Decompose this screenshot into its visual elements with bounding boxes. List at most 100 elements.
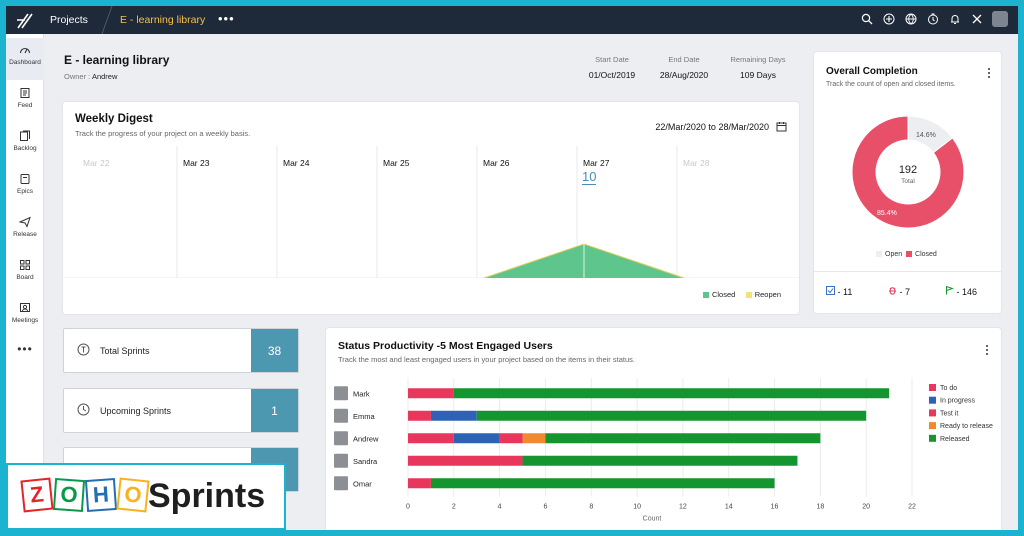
weekly-digest-title: Weekly Digest: [75, 113, 153, 125]
page-title: E - learning library: [64, 53, 170, 67]
task-icon: [826, 286, 835, 295]
kebab-menu-icon[interactable]: [987, 67, 991, 79]
bar-segment[interactable]: [408, 433, 454, 444]
breadcrumb-projects[interactable]: Projects: [50, 14, 88, 26]
footer-bugs[interactable]: - 7: [888, 286, 910, 297]
timer-icon[interactable]: [926, 12, 940, 26]
bar-segment[interactable]: [453, 388, 890, 399]
backlog-icon: [20, 130, 30, 141]
sidebar-item-label: Feed: [17, 102, 33, 109]
legend-closed-label: Closed: [711, 290, 736, 299]
bar-segment[interactable]: [522, 433, 546, 444]
sidebar-more-icon[interactable]: •••: [17, 342, 33, 356]
x-tick-label: 18: [816, 504, 824, 511]
bar-segment[interactable]: [430, 478, 775, 489]
project-owner: Owner : Andrew: [64, 72, 117, 81]
legend-reopen-label: Reopen: [754, 290, 781, 299]
sidebar-item-backlog[interactable]: Backlog: [6, 124, 44, 166]
kebab-menu-icon[interactable]: [985, 344, 989, 356]
search-icon[interactable]: [860, 12, 874, 26]
legend-reopen-swatch: [745, 292, 752, 299]
logo-letter: Z: [20, 477, 54, 513]
productivity-subtitle: Track the most and least engaged users i…: [338, 355, 635, 364]
donut-slice-closed[interactable]: [851, 115, 965, 229]
x-tick-label: 8: [589, 504, 593, 511]
day-label: Mar 23: [183, 158, 210, 168]
donut-total-value: 192: [898, 164, 918, 176]
calendar-icon[interactable]: [776, 121, 787, 132]
x-tick-label: 6: [544, 504, 548, 511]
bar-segment[interactable]: [453, 433, 500, 444]
bar-segment[interactable]: [476, 410, 867, 421]
bell-icon[interactable]: [948, 12, 962, 26]
sidebar-item-epics[interactable]: Epics: [6, 167, 44, 209]
footer-milestones[interactable]: - 146: [945, 285, 978, 297]
logo-letter: O: [52, 477, 86, 513]
sprint-icon: [77, 343, 90, 356]
total-sprints-value: 38: [251, 329, 298, 372]
day-label: Mar 27: [583, 158, 610, 168]
owner-prefix: Owner :: [64, 72, 91, 81]
breadcrumb-project-name[interactable]: E - learning library: [120, 14, 206, 26]
day-label: Mar 26: [483, 158, 510, 168]
sidebar-item-label: Backlog: [13, 145, 37, 152]
sidebar-item-dashboard[interactable]: Dashboard: [6, 38, 44, 80]
bar-segment[interactable]: [545, 433, 821, 444]
weekly-legend: Closed Reopen: [702, 290, 781, 299]
remaining-days-stat: Remaining Days 109 Days: [722, 55, 794, 80]
user-avatar: [334, 431, 348, 446]
logo-letter: O: [116, 477, 150, 513]
day-highlight-value: 10: [582, 169, 597, 185]
end-date-stat: End Date 28/Aug/2020: [654, 55, 714, 80]
sidebar-item-board[interactable]: Board: [6, 253, 44, 295]
legend-label: To do: [940, 385, 957, 392]
bar-segment[interactable]: [430, 410, 477, 421]
meetings-icon: [20, 303, 30, 312]
end-date-value: 28/Aug/2020: [659, 70, 709, 80]
user-avatar[interactable]: [992, 11, 1008, 27]
tools-icon[interactable]: [970, 12, 984, 26]
footer-milestones-value: - 146: [956, 287, 978, 297]
footer-tasks[interactable]: - 11: [826, 286, 852, 297]
x-tick-label: 2: [452, 504, 456, 511]
completion-subtitle: Track the count of open and closed items…: [826, 81, 956, 88]
x-tick-label: 22: [908, 504, 916, 511]
bar-segment[interactable]: [408, 478, 431, 489]
user-avatar: [334, 453, 348, 468]
x-axis-label: Count: [643, 516, 662, 523]
release-icon: [19, 216, 31, 228]
dashboard-icon: [19, 47, 31, 54]
bar-segment[interactable]: [408, 410, 431, 421]
footer-tasks-value: - 11: [837, 287, 853, 297]
x-tick-label: 10: [633, 504, 641, 511]
bar-segment[interactable]: [499, 433, 523, 444]
legend-swatch: [929, 422, 936, 430]
sidebar-item-feed[interactable]: Feed: [6, 81, 44, 123]
legend-closed-label: Closed: [915, 251, 937, 258]
day-label: Mar 22: [83, 158, 110, 168]
more-menu-icon[interactable]: •••: [218, 11, 235, 26]
sprints-logo-icon[interactable]: [14, 10, 36, 30]
flag-icon: [946, 285, 955, 295]
bug-icon: [889, 287, 896, 295]
user-avatar: [334, 476, 348, 491]
y-tick-label: Omar: [353, 479, 372, 488]
add-icon[interactable]: [882, 12, 896, 26]
footer-bugs-value: - 7: [899, 287, 911, 297]
brand-product-name: Sprints: [148, 477, 266, 515]
legend-swatch: [929, 409, 936, 417]
productivity-title: Status Productivity -5 Most Engaged User…: [338, 340, 553, 352]
total-sprints-label: Total Sprints: [100, 346, 150, 356]
sidebar-item-meetings[interactable]: Meetings: [6, 296, 44, 338]
bar-segment[interactable]: [408, 455, 523, 466]
y-tick-label: Andrew: [353, 434, 379, 443]
overall-completion-card: Overall Completion Track the count of op…: [814, 52, 1001, 313]
bar-segment[interactable]: [522, 455, 798, 466]
upcoming-sprints-row[interactable]: Upcoming Sprints 1: [63, 388, 299, 433]
globe-icon[interactable]: [904, 12, 918, 26]
total-sprints-row[interactable]: Total Sprints 38: [63, 328, 299, 373]
legend-label: Ready to release: [940, 423, 993, 430]
sidebar-item-release[interactable]: Release: [6, 210, 44, 252]
bar-segment[interactable]: [408, 388, 454, 399]
